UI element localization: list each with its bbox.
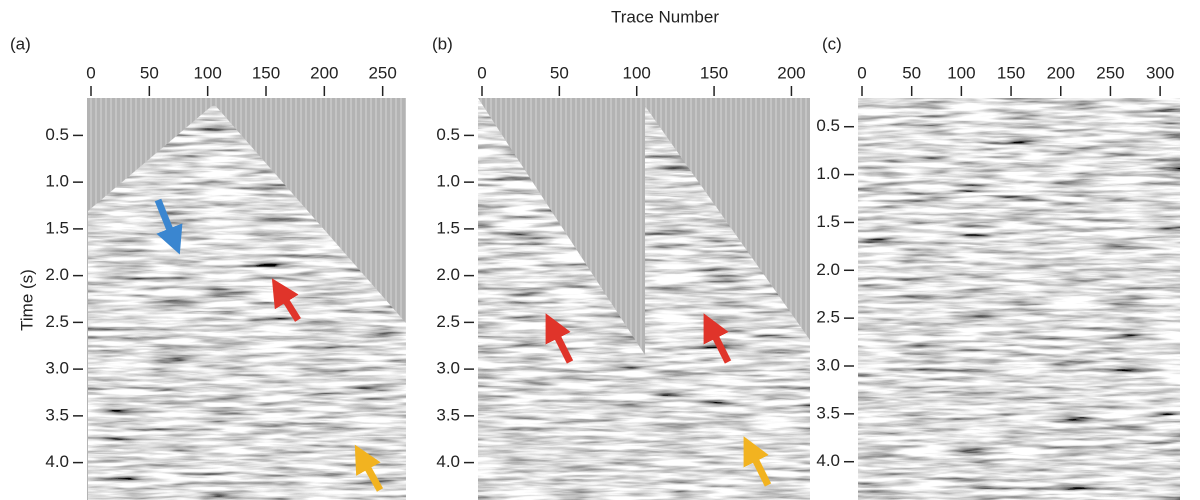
arrow <box>354 444 384 492</box>
y-tick-label: 2.5 <box>816 308 840 327</box>
y-tick-label: 1.5 <box>436 218 460 237</box>
panel-label: (b) <box>432 34 453 53</box>
y-tick-label: 4.0 <box>436 452 460 471</box>
y-tick-label: 2.5 <box>436 312 460 331</box>
y-tick-label: 3.0 <box>45 359 69 378</box>
arrow <box>545 313 574 364</box>
x-tick-label: 300 <box>1146 63 1174 82</box>
y-tick-label: 4.0 <box>816 451 840 470</box>
y-tick-label: 2.5 <box>45 312 69 331</box>
x-tick-label: 200 <box>310 63 338 82</box>
x-tick-label: 250 <box>368 63 396 82</box>
y-tick-label: 0.5 <box>436 125 460 144</box>
x-tick-label: 0 <box>857 63 866 82</box>
y-tick-label: 1.5 <box>816 212 840 231</box>
y-tick-label: 3.5 <box>45 405 69 424</box>
seismic-image <box>858 98 1180 500</box>
x-tick-label: 150 <box>700 63 728 82</box>
panels: (a) 0 50 100 150 200 250 0.5 1.0 1.5 2.0 2.5 3.0 3.5 4… <box>10 34 1180 500</box>
arrow <box>743 436 772 487</box>
panel-label: (c) <box>822 34 842 53</box>
x-tick-label: 100 <box>947 63 975 82</box>
y-tick-label: 3.0 <box>816 355 840 374</box>
y-tick-label: 2.0 <box>45 265 69 284</box>
y-axis-title: Time (s) <box>17 269 36 331</box>
arrow <box>154 198 183 255</box>
x-tick-label: 0 <box>477 63 486 82</box>
x-tick-label: 200 <box>777 63 805 82</box>
y-tick-label: 1.0 <box>816 164 840 183</box>
y-tick-label: 2.0 <box>436 265 460 284</box>
panel-label: (a) <box>10 34 31 53</box>
y-tick-label: 3.5 <box>436 405 460 424</box>
y-tick-label: 3.0 <box>436 359 460 378</box>
x-tick-label: 100 <box>623 63 651 82</box>
x-tick-label: 50 <box>902 63 921 82</box>
x-tick-label: 100 <box>193 63 221 82</box>
x-tick-label: 0 <box>86 63 95 82</box>
x-axis-title: Trace Number <box>611 7 719 26</box>
y-tick-label: 0.5 <box>45 125 69 144</box>
arrow <box>271 278 301 322</box>
y-tick-label: 1.0 <box>436 172 460 191</box>
x-tick-label: 150 <box>252 63 280 82</box>
arrows <box>154 198 772 492</box>
y-tick-label: 1.5 <box>45 218 69 237</box>
x-tick-label: 50 <box>550 63 569 82</box>
y-tick-label: 3.5 <box>816 403 840 422</box>
y-tick-label: 4.0 <box>45 452 69 471</box>
y-tick-label: 1.0 <box>45 172 69 191</box>
arrow <box>703 313 732 364</box>
x-tick-label: 50 <box>140 63 159 82</box>
y-tick-label: 2.0 <box>816 260 840 279</box>
x-tick-label: 200 <box>1047 63 1075 82</box>
y-tick-label: 0.5 <box>816 116 840 135</box>
x-tick-label: 150 <box>997 63 1025 82</box>
x-tick-label: 250 <box>1096 63 1124 82</box>
